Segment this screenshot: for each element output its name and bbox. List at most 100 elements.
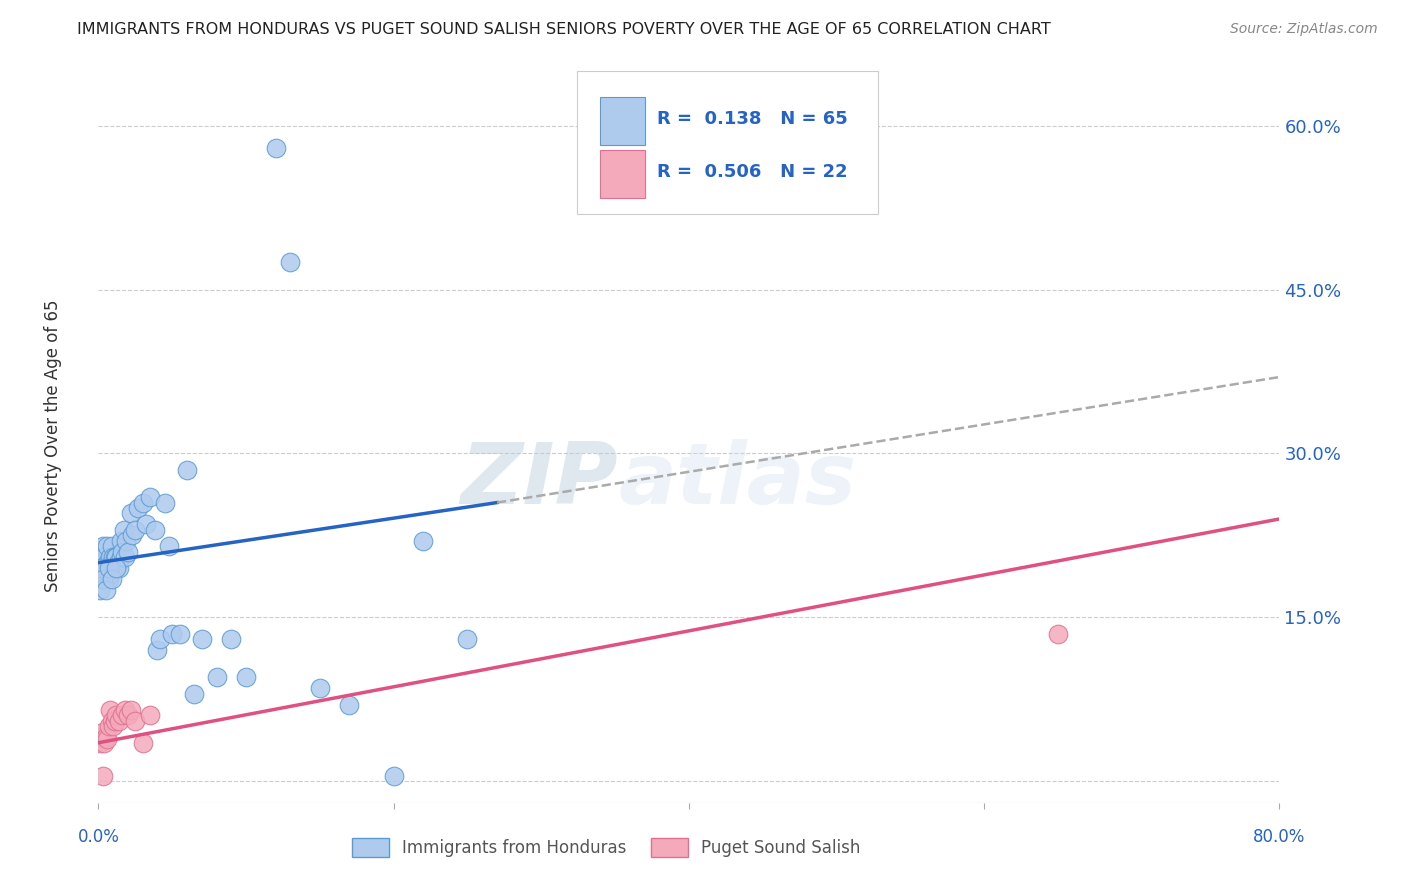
Point — [104, 550, 127, 565]
Point — [108, 714, 131, 728]
Point — [91, 572, 114, 586]
Point — [94, 561, 117, 575]
Point — [91, 724, 114, 739]
Point — [162, 626, 183, 640]
Point — [103, 719, 125, 733]
Point — [153, 495, 176, 509]
Point — [94, 572, 117, 586]
Point — [1046, 626, 1070, 640]
Point — [96, 556, 118, 570]
Point — [121, 528, 143, 542]
Point — [103, 561, 125, 575]
Point — [114, 703, 136, 717]
Point — [280, 255, 302, 269]
Point — [103, 550, 125, 565]
Text: R =  0.506   N = 22: R = 0.506 N = 22 — [657, 163, 848, 181]
Point — [100, 556, 122, 570]
Point — [124, 523, 146, 537]
Point — [91, 768, 114, 782]
Point — [143, 523, 166, 537]
Point — [94, 731, 117, 745]
Point — [235, 670, 257, 684]
Point — [117, 545, 139, 559]
Point — [100, 714, 122, 728]
Point — [127, 501, 149, 516]
Point — [98, 703, 121, 717]
Text: IMMIGRANTS FROM HONDURAS VS PUGET SOUND SALISH SENIORS POVERTY OVER THE AGE OF 6: IMMIGRANTS FROM HONDURAS VS PUGET SOUND … — [77, 22, 1052, 37]
Point — [412, 533, 434, 548]
Text: Source: ZipAtlas.com: Source: ZipAtlas.com — [1230, 22, 1378, 37]
Point — [205, 670, 228, 684]
Point — [107, 556, 129, 570]
Point — [124, 714, 146, 728]
FancyBboxPatch shape — [600, 151, 645, 198]
Point — [111, 545, 134, 559]
Point — [104, 714, 127, 728]
Point — [169, 626, 191, 640]
Point — [91, 539, 114, 553]
Point — [89, 582, 111, 597]
Point — [100, 572, 122, 586]
Point — [93, 566, 115, 581]
FancyBboxPatch shape — [600, 97, 645, 145]
Text: atlas: atlas — [619, 440, 856, 523]
Point — [117, 708, 139, 723]
Point — [176, 463, 198, 477]
Point — [149, 632, 172, 646]
Point — [90, 731, 112, 745]
Point — [110, 533, 132, 548]
Point — [94, 582, 117, 597]
Point — [93, 550, 115, 565]
Point — [382, 768, 405, 782]
Point — [98, 550, 121, 565]
Point — [105, 708, 128, 723]
Point — [96, 539, 118, 553]
Point — [89, 736, 111, 750]
Point — [97, 561, 120, 575]
Point — [90, 561, 112, 575]
Point — [135, 517, 157, 532]
Point — [97, 719, 120, 733]
Point — [120, 507, 142, 521]
Point — [264, 141, 287, 155]
Point — [139, 708, 162, 723]
Point — [183, 687, 205, 701]
Point — [91, 572, 114, 586]
Point — [132, 495, 155, 509]
Point — [90, 550, 112, 565]
Point — [105, 550, 128, 565]
Point — [191, 632, 214, 646]
Point — [139, 490, 162, 504]
Point — [98, 566, 121, 581]
Point — [111, 708, 134, 723]
Point — [96, 732, 118, 747]
Point — [108, 561, 131, 575]
Point — [339, 698, 361, 712]
Text: ZIP: ZIP — [460, 440, 619, 523]
Text: R =  0.138   N = 65: R = 0.138 N = 65 — [657, 110, 848, 128]
Point — [115, 533, 138, 548]
Point — [221, 632, 243, 646]
Legend: Immigrants from Honduras, Puget Sound Salish: Immigrants from Honduras, Puget Sound Sa… — [346, 831, 868, 864]
Point — [100, 539, 122, 553]
Point — [114, 550, 136, 565]
Point — [457, 632, 479, 646]
Text: 80.0%: 80.0% — [1253, 828, 1306, 846]
Point — [157, 539, 180, 553]
Point — [112, 523, 135, 537]
Point — [97, 572, 120, 586]
FancyBboxPatch shape — [576, 71, 877, 214]
Point — [120, 703, 142, 717]
Point — [91, 556, 114, 570]
Point — [97, 556, 120, 570]
Text: 0.0%: 0.0% — [77, 828, 120, 846]
Point — [146, 643, 169, 657]
Point — [90, 566, 112, 581]
Point — [309, 681, 332, 695]
Point — [132, 736, 155, 750]
Point — [110, 550, 132, 565]
Text: Seniors Poverty Over the Age of 65: Seniors Poverty Over the Age of 65 — [45, 300, 62, 592]
Point — [89, 561, 111, 575]
Point — [93, 736, 115, 750]
Point — [105, 561, 128, 575]
